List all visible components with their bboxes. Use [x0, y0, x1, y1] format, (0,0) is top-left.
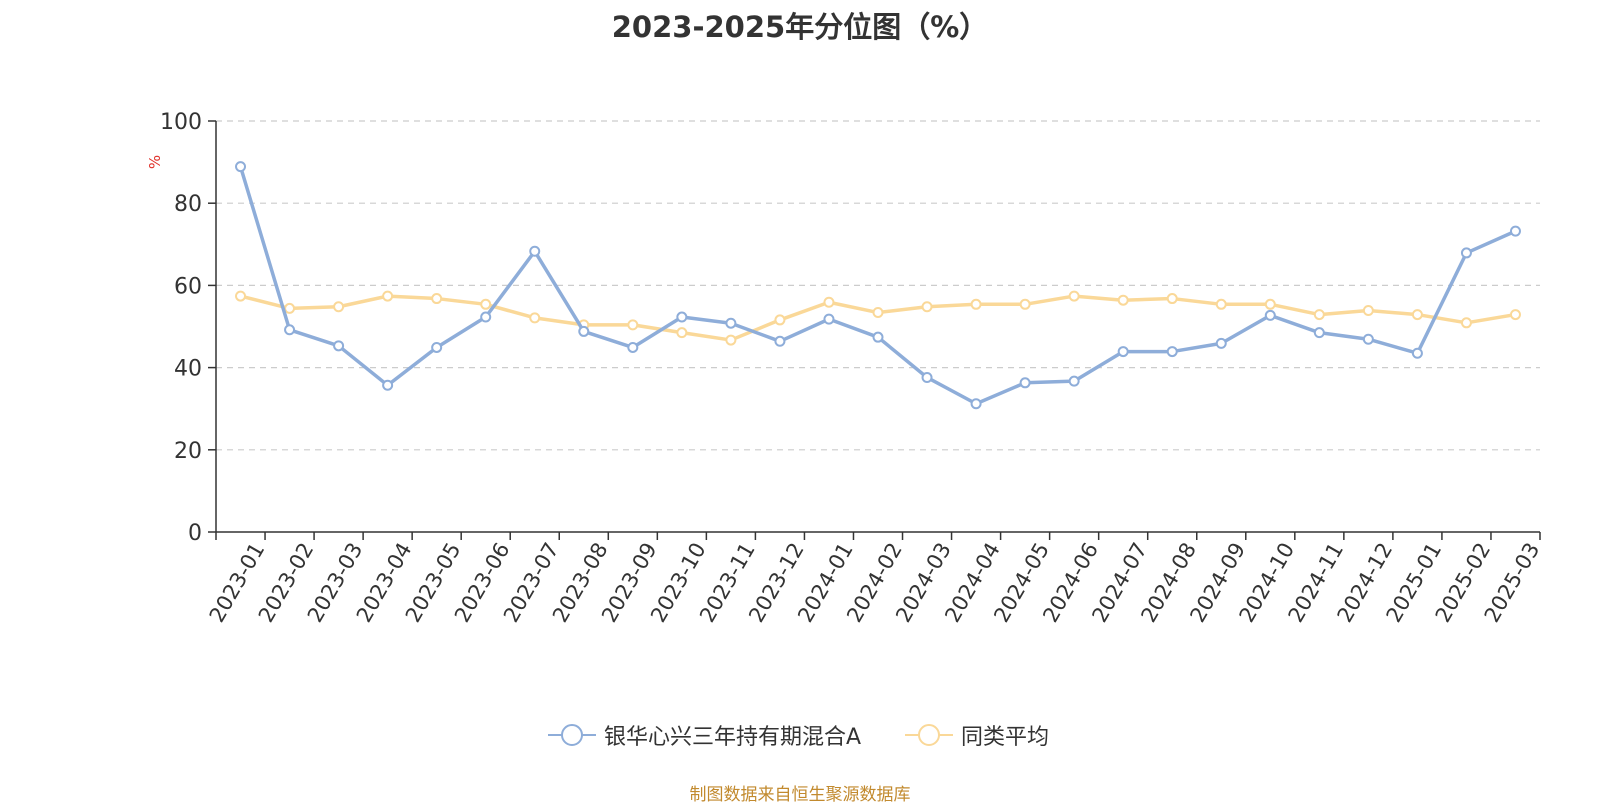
legend-average-label: 同类平均 [961, 725, 1050, 750]
legend-fund-label: 银华心兴三年持有期混合A [604, 725, 862, 750]
series-point-0 [970, 398, 982, 410]
series-point-1 [921, 301, 933, 313]
series-point-1 [1362, 304, 1374, 316]
series-point-1 [872, 307, 884, 319]
series-point-0 [1215, 337, 1227, 349]
series-point-0 [774, 335, 786, 347]
y-tick-label: 80 [174, 192, 202, 217]
series-point-1 [1509, 309, 1521, 321]
series-point-0 [382, 379, 394, 391]
series-point-0 [578, 325, 590, 337]
y-axis-unit-label: % [146, 155, 164, 169]
series-point-1 [1019, 298, 1031, 310]
y-tick-label: 20 [174, 439, 202, 464]
series-lines [235, 161, 1521, 410]
series-point-1 [333, 301, 345, 313]
series-point-0 [1362, 333, 1374, 345]
source-note: 制图数据来自恒生聚源数据库 [689, 785, 911, 805]
series-point-0 [333, 340, 345, 352]
series-point-1 [1166, 293, 1178, 305]
series-point-0 [627, 341, 639, 353]
series-point-0 [921, 371, 933, 383]
series-point-1 [725, 334, 737, 346]
line-chart: 0204060801002023-012023-022023-032023-04… [146, 110, 1544, 626]
series-point-0 [1068, 375, 1080, 387]
series-point-1 [627, 319, 639, 331]
series-point-1 [970, 298, 982, 310]
series-point-1 [774, 314, 786, 326]
y-tick-label: 100 [160, 110, 202, 135]
y-tick-label: 60 [174, 274, 202, 299]
chart-title: 2023-2025年分位图（%） [611, 10, 989, 44]
series-point-0 [529, 245, 541, 257]
y-tick-label: 40 [174, 357, 202, 382]
legend-item-category-average[interactable]: 同类平均 [905, 720, 1049, 750]
series-point-0 [1460, 247, 1472, 259]
legend-item-fund[interactable]: 银华心兴三年持有期混合A [548, 720, 861, 750]
series-point-0 [823, 313, 835, 325]
series-point-0 [676, 311, 688, 323]
series-point-1 [823, 296, 835, 308]
series-point-0 [872, 331, 884, 343]
series-point-0 [1411, 347, 1423, 359]
series-point-1 [431, 293, 443, 305]
series-point-1 [1068, 290, 1080, 302]
legend-fund-marker-icon [548, 724, 596, 746]
series-point-1 [1264, 298, 1276, 310]
series-point-1 [284, 302, 296, 314]
series-point-1 [676, 327, 688, 339]
series-point-1 [1215, 298, 1227, 310]
series-point-1 [1313, 309, 1325, 321]
series-point-0 [1166, 346, 1178, 358]
grid-lines [216, 120, 1540, 451]
legend-average-marker-icon [905, 724, 953, 746]
series-point-0 [1509, 225, 1521, 237]
series-point-1 [1460, 317, 1472, 329]
series-point-1 [1117, 294, 1129, 306]
series-point-0 [725, 317, 737, 329]
series-point-1 [1411, 309, 1423, 321]
series-point-0 [1019, 377, 1031, 389]
series-point-1 [235, 290, 247, 302]
series-point-0 [480, 311, 492, 323]
series-point-0 [1313, 327, 1325, 339]
series-point-0 [431, 341, 443, 353]
series-point-1 [480, 298, 492, 310]
series-point-0 [284, 324, 296, 336]
series-point-1 [529, 312, 541, 324]
legend: 银华心兴三年持有期混合A 同类平均 [0, 720, 1600, 750]
y-tick-label: 0 [188, 521, 202, 546]
series-point-0 [1264, 309, 1276, 321]
series-point-1 [382, 290, 394, 302]
series-point-0 [1117, 346, 1129, 358]
series-point-0 [235, 161, 247, 173]
